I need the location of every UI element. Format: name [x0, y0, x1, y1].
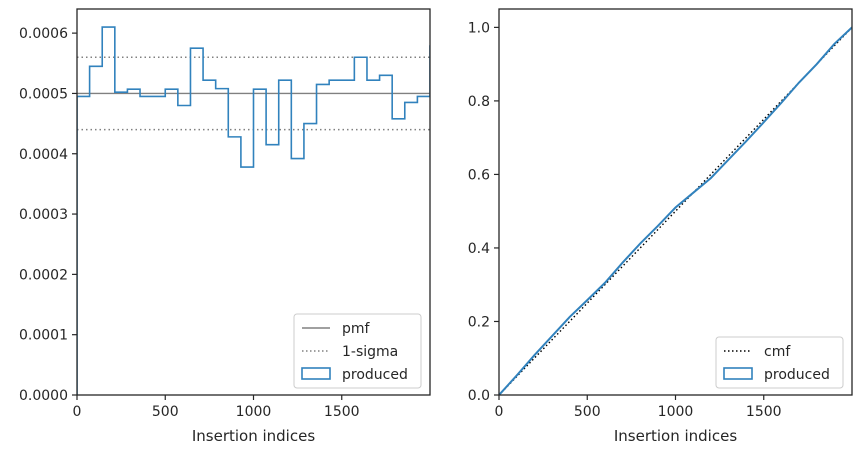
y-tick-label: 0.0001	[19, 328, 68, 344]
plot-area	[77, 26, 430, 395]
legend-entry-pmf-label: pmf	[342, 321, 371, 337]
legend-entry-1-sigma-label: 1-sigma	[342, 344, 398, 360]
x-tick-label: 1000	[658, 404, 694, 420]
legend-entry-produced-swatch	[301, 367, 331, 380]
y-tick-label: 0.0002	[19, 267, 68, 283]
legend-entry-cmf-label: cmf	[764, 344, 791, 360]
y-tick-label: 0.0000	[19, 388, 68, 404]
x-tick-label: 1000	[236, 404, 272, 420]
y-tick-label: 0.6	[468, 167, 490, 183]
legend-box	[293, 313, 422, 389]
x-tick-label: 500	[574, 404, 601, 420]
right-chart-panel: 0 500 1000 1500 0.0 0.2 0.4 0.6 0.8 1.0 Insertion …	[468, 8, 853, 445]
y-tick-label: 0.0003	[19, 207, 68, 223]
legend-entry-produced-swatch	[723, 367, 753, 380]
y-tick-label: 0.2	[468, 314, 490, 330]
left-chart-panel: 0 500 1000 1500 0.0000 0.0001 0.0002 0.0003 0.00…	[19, 8, 431, 445]
series-produced-line	[499, 26, 852, 395]
y-tick-label: 0.0005	[19, 86, 68, 102]
y-tick-label: 0.4	[468, 241, 490, 257]
y-tick-label: 0.8	[468, 94, 490, 110]
x-tick-label: 1500	[746, 404, 782, 420]
y-tick-label: 0.0006	[19, 26, 68, 42]
legend-box	[715, 336, 844, 389]
y-tick-label: 0.0	[468, 388, 490, 404]
x-tick-label: 1500	[324, 404, 360, 420]
x-axis-label: Insertion indices	[192, 427, 315, 445]
legend-entry-produced-label: produced	[342, 367, 408, 383]
x-tick-label: 0	[73, 404, 82, 420]
legend: cmf produced	[715, 336, 844, 389]
x-tick-label: 500	[152, 404, 179, 420]
legend: pmf 1-sigma produced	[293, 313, 422, 389]
y-tick-label: 0.0004	[19, 147, 68, 163]
plot-area	[499, 26, 852, 395]
x-axis-label: Insertion indices	[614, 427, 737, 445]
legend-entry-produced-label: produced	[764, 367, 830, 383]
x-tick-label: 0	[495, 404, 504, 420]
series-produced-histogram	[77, 26, 430, 395]
y-tick-label: 1.0	[468, 20, 490, 36]
